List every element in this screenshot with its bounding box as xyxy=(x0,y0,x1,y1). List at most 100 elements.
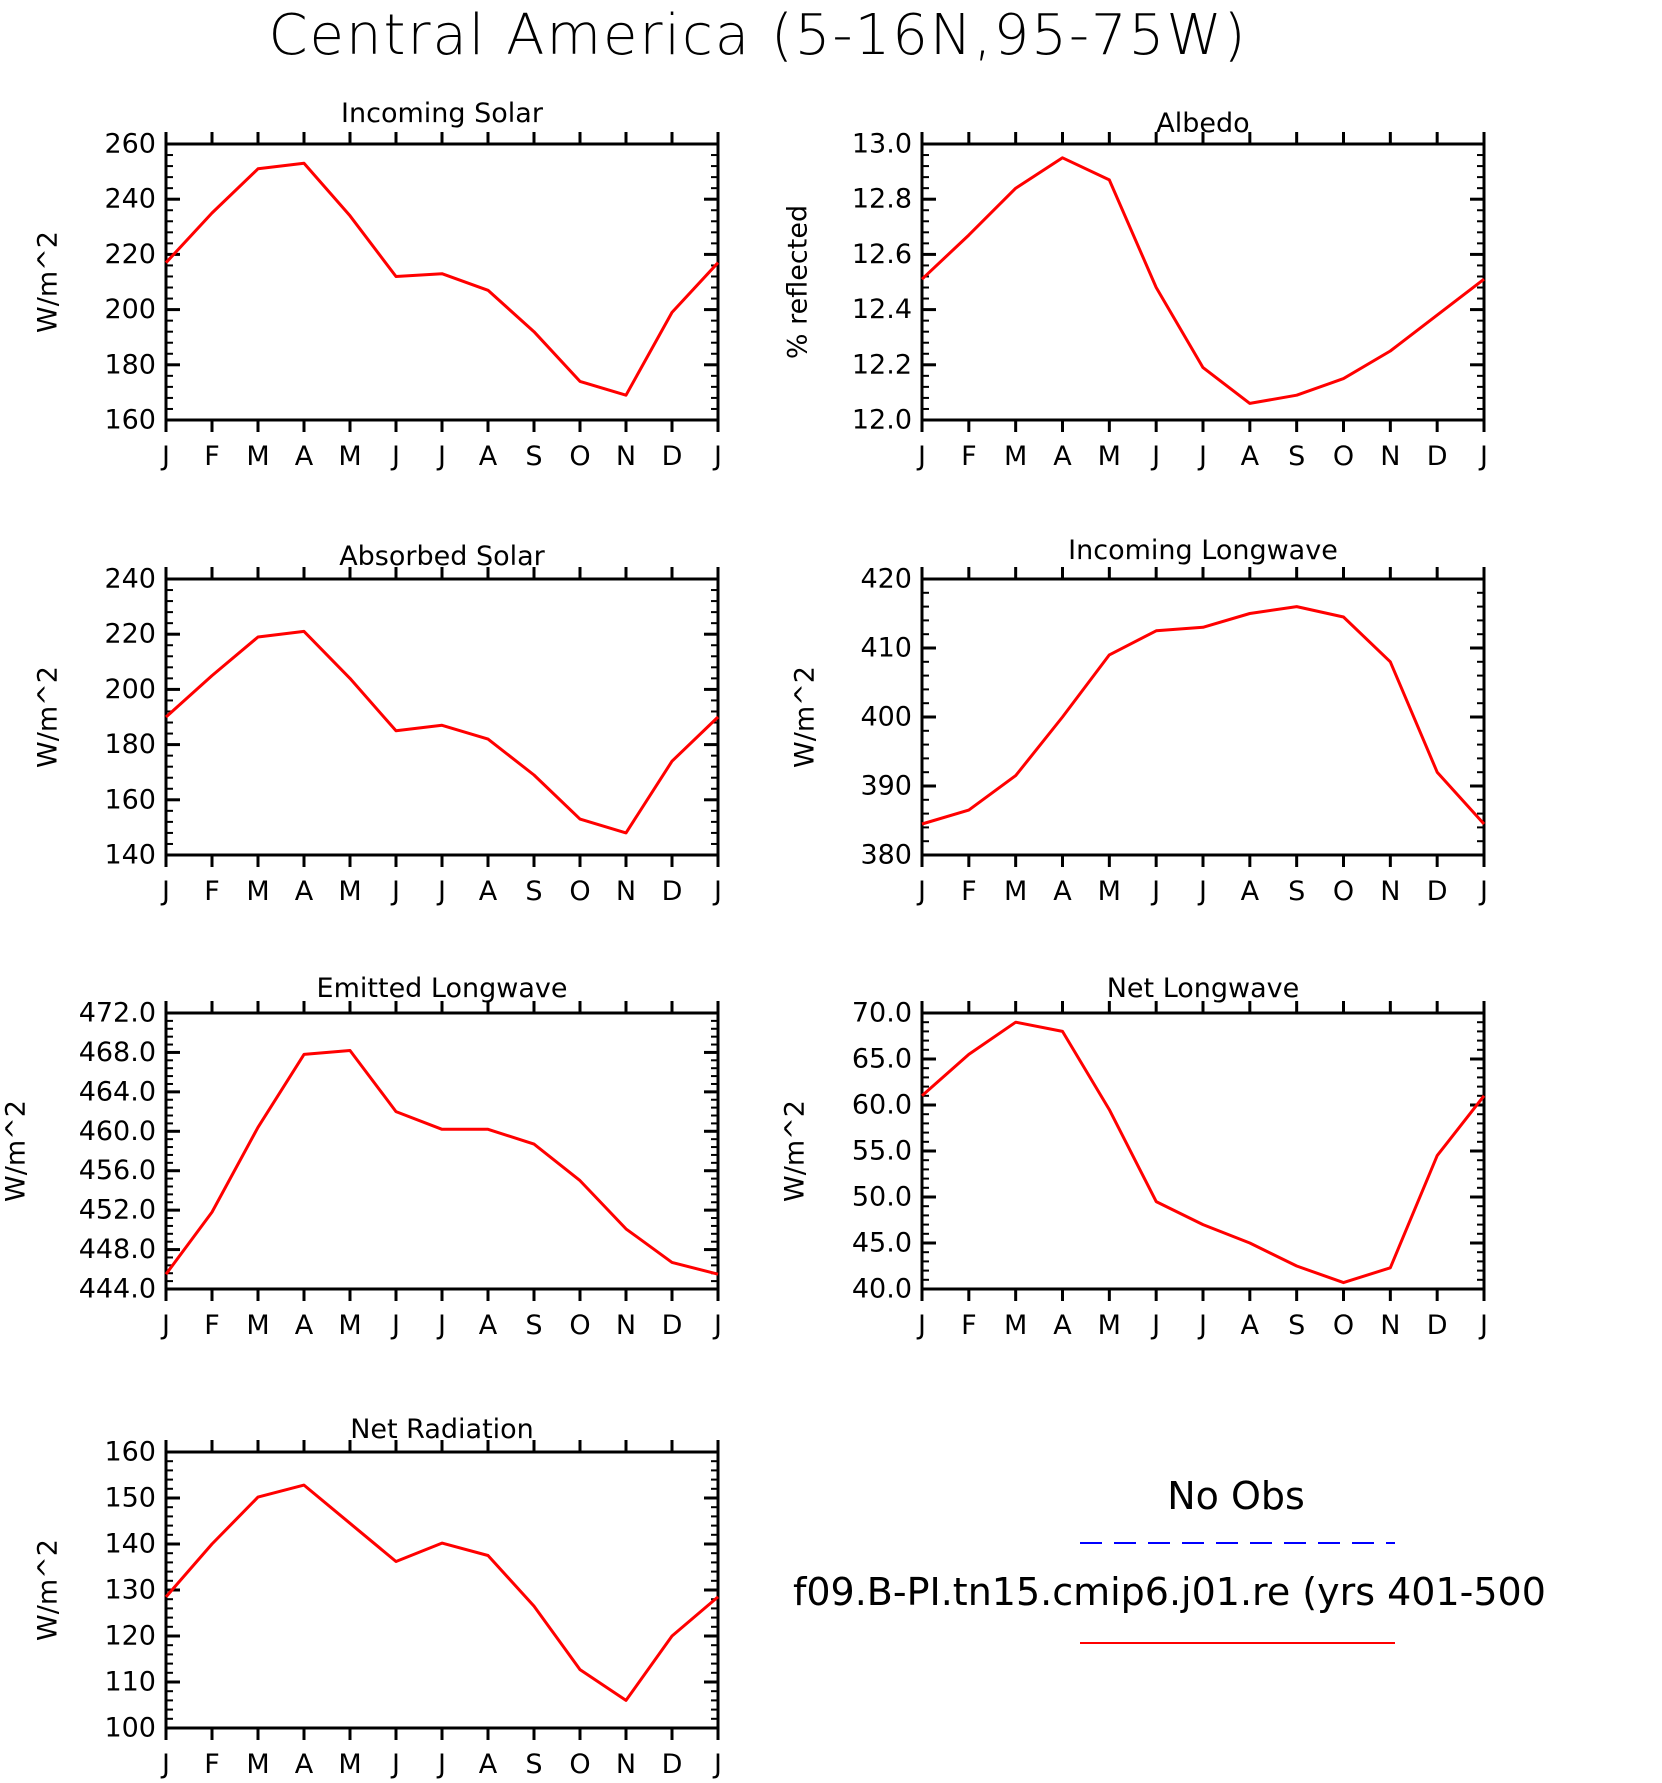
x-tick-label: A xyxy=(1241,441,1260,472)
series-line xyxy=(164,1049,719,1276)
series-line xyxy=(920,156,1485,405)
x-tick-label: M xyxy=(246,1749,269,1780)
legend: No Obs f09.B-PI.tn15.cmip6.j01.re (yrs 4… xyxy=(793,1474,1546,1644)
y-tick-label: 110 xyxy=(104,1667,156,1698)
y-tick-label: 200 xyxy=(104,674,156,705)
figure-title: Central America (5-16N,95-75W) xyxy=(268,3,1247,68)
x-tick-label: S xyxy=(1288,1310,1305,1341)
y-tick-label: 130 xyxy=(104,1575,156,1606)
y-tick-label: 444.0 xyxy=(79,1274,156,1305)
x-tick-label: J xyxy=(1478,876,1488,907)
x-tick-label: M xyxy=(246,441,269,472)
x-tick-label: A xyxy=(295,1749,314,1780)
y-tick-label: 55.0 xyxy=(852,1136,912,1167)
x-tick-label: J xyxy=(160,876,170,907)
panel-title: Net Longwave xyxy=(1107,973,1300,1004)
y-tick-label: 464.0 xyxy=(79,1076,156,1107)
x-tick-label: S xyxy=(1288,876,1305,907)
x-tick-label: N xyxy=(616,1310,636,1341)
y-tick-label: 200 xyxy=(104,294,156,325)
y-tick-label: 120 xyxy=(104,1621,156,1652)
plot-frame xyxy=(164,577,720,857)
y-tick-label: 400 xyxy=(860,702,912,733)
x-tick-label: O xyxy=(569,1310,590,1341)
x-tick-label: N xyxy=(616,441,636,472)
y-tick-label: 240 xyxy=(104,184,156,215)
x-tick-label: N xyxy=(616,876,636,907)
y-axis-label: W/m^2 xyxy=(33,1539,64,1641)
y-tick-label: 420 xyxy=(860,564,912,595)
x-tick-label: J xyxy=(1197,441,1207,472)
x-tick-label: F xyxy=(961,1310,977,1341)
plot-frame xyxy=(920,142,1486,422)
y-tick-label: 240 xyxy=(104,564,156,595)
x-tick-label: A xyxy=(479,876,498,907)
x-tick-label: J xyxy=(916,441,926,472)
x-tick-label: A xyxy=(1241,1310,1260,1341)
y-tick-label: 468.0 xyxy=(79,1037,156,1068)
panel-title: Incoming Solar xyxy=(341,98,544,129)
x-tick-label: F xyxy=(961,876,977,907)
x-tick-label: A xyxy=(295,876,314,907)
x-tick-label: J xyxy=(160,1310,170,1341)
x-tick-label: M xyxy=(246,876,269,907)
y-tick-label: 472.0 xyxy=(79,998,156,1029)
x-tick-label: O xyxy=(569,876,590,907)
x-tick-label: A xyxy=(1053,1310,1072,1341)
x-tick-label: M xyxy=(1098,441,1121,472)
y-tick-label: 12.6 xyxy=(852,239,912,270)
x-tick-label: N xyxy=(1380,876,1400,907)
plot-frame xyxy=(920,577,1486,857)
x-tick-label: F xyxy=(204,1310,220,1341)
x-tick-label: J xyxy=(1478,1310,1488,1341)
x-tick-label: O xyxy=(569,441,590,472)
x-tick-label: D xyxy=(1427,876,1448,907)
panel-title: Net Radiation xyxy=(350,1414,534,1445)
x-tick-label: J xyxy=(916,876,926,907)
x-tick-label: M xyxy=(338,1749,361,1780)
x-tick-label: M xyxy=(1004,876,1027,907)
y-tick-label: 12.0 xyxy=(852,405,912,436)
x-tick-label: J xyxy=(436,441,446,472)
y-tick-label: 13.0 xyxy=(852,129,912,160)
y-tick-label: 220 xyxy=(104,619,156,650)
x-tick-label: J xyxy=(1150,441,1160,472)
series-line xyxy=(164,1483,719,1702)
x-tick-label: A xyxy=(479,1310,498,1341)
x-tick-label: J xyxy=(1197,1310,1207,1341)
x-tick-label: D xyxy=(662,1749,683,1780)
y-axis-label: W/m^2 xyxy=(780,1100,811,1202)
y-tick-label: 50.0 xyxy=(852,1182,912,1213)
x-tick-label: J xyxy=(160,1749,170,1780)
x-tick-label: J xyxy=(1150,1310,1160,1341)
y-tick-label: 100 xyxy=(104,1713,156,1744)
y-tick-label: 410 xyxy=(860,633,912,664)
x-tick-label: A xyxy=(479,1749,498,1780)
x-tick-label: J xyxy=(436,1749,446,1780)
y-tick-label: 60.0 xyxy=(852,1090,912,1121)
x-tick-label: J xyxy=(390,1310,400,1341)
y-tick-label: 448.0 xyxy=(79,1234,156,1265)
x-tick-label: J xyxy=(436,1310,446,1341)
y-tick-label: 12.4 xyxy=(852,294,912,325)
x-tick-label: D xyxy=(1427,1310,1448,1341)
y-tick-label: 160 xyxy=(104,1437,156,1468)
y-tick-label: 460.0 xyxy=(79,1116,156,1147)
x-tick-label: A xyxy=(479,441,498,472)
y-tick-label: 40.0 xyxy=(852,1274,912,1305)
x-tick-label: O xyxy=(1333,441,1354,472)
panel-title: Emitted Longwave xyxy=(317,973,568,1004)
y-tick-label: 70.0 xyxy=(852,998,912,1029)
y-tick-label: 452.0 xyxy=(79,1195,156,1226)
x-tick-label: S xyxy=(1288,441,1305,472)
x-tick-label: N xyxy=(1380,441,1400,472)
y-axis-label: % reflected xyxy=(783,205,814,359)
